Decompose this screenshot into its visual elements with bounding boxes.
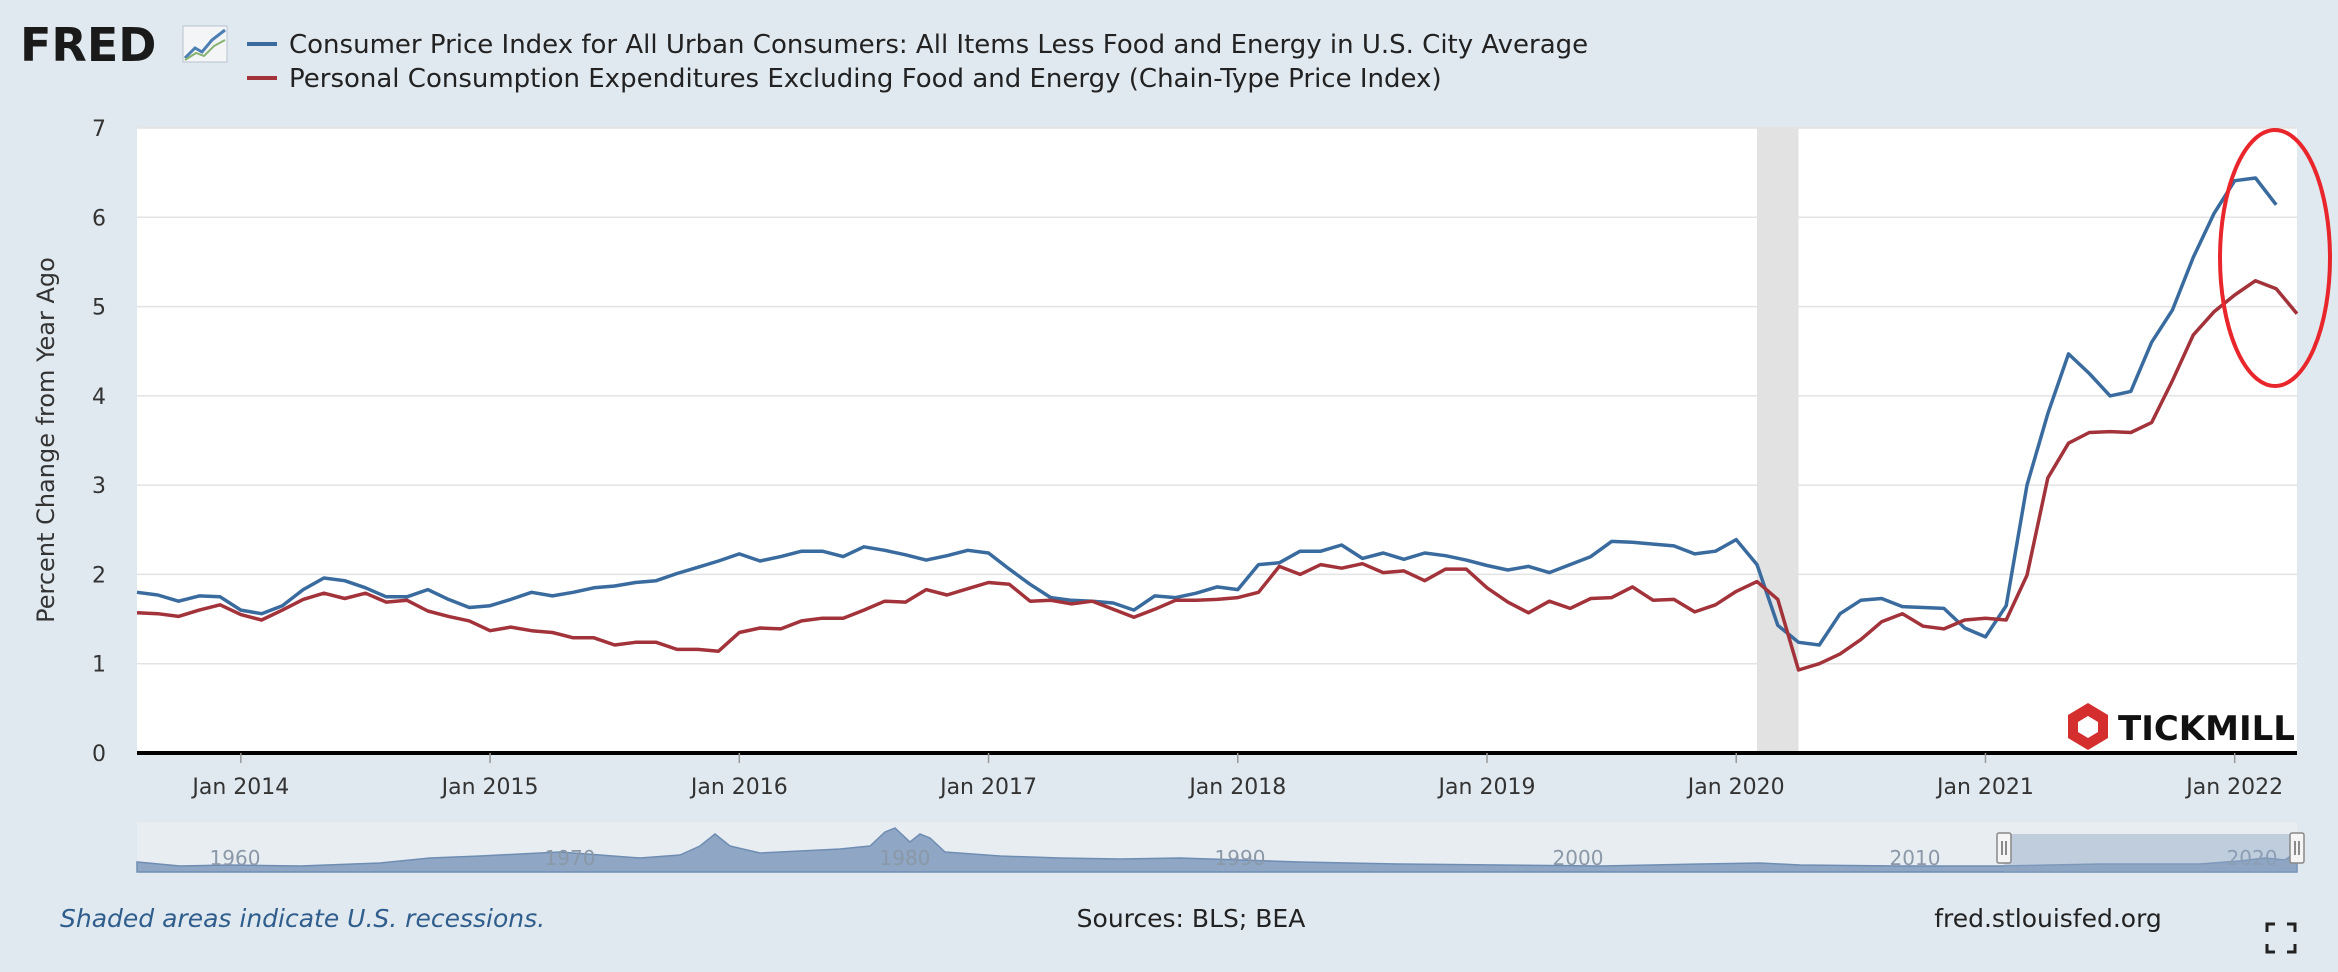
y-axis-ticks: 0 1 2 3 4 5 6 7	[92, 117, 106, 767]
recession-band	[1757, 128, 1799, 753]
x-tick-label: Jan 2019	[1437, 775, 1536, 800]
fred-logo[interactable]: FRED	[20, 18, 228, 72]
y-tick-label: 5	[92, 296, 106, 321]
x-tick-label: Jan 2020	[1686, 775, 1785, 800]
navigator-year-label: 1990	[1215, 846, 1266, 870]
navigator-area	[136, 827, 2298, 873]
legend-label-pce[interactable]: Personal Consumption Expenditures Exclud…	[289, 64, 1442, 94]
y-tick-label: 6	[92, 206, 106, 231]
navigator[interactable]: 1960 1970 1980 1990 2000 2010 2020	[136, 822, 2305, 873]
y-tick-label: 7	[92, 117, 106, 142]
navigator-handle-left[interactable]	[1996, 832, 2012, 864]
annotation-circle	[2218, 128, 2332, 388]
y-axis-label: Percent Change from Year Ago	[32, 257, 60, 623]
recession-band-layer	[1757, 128, 1799, 753]
y-tick-label: 2	[92, 563, 106, 588]
tickmill-logo: TICKMILL	[2068, 703, 2295, 750]
navigator-year-labels: 1960 1970 1980 1990 2000 2010 2020	[210, 846, 2278, 870]
recession-note: Shaded areas indicate U.S. recessions.	[60, 904, 545, 933]
gridlines	[137, 127, 2297, 665]
y-tick-label: 4	[92, 385, 106, 410]
y-tick-label: 0	[92, 742, 106, 767]
navigator-year-label: 2010	[1890, 846, 1941, 870]
site-link[interactable]: fred.stlouisfed.org	[1934, 904, 2162, 933]
series-layer[interactable]	[136, 176, 2299, 672]
x-tick-label: Jan 2021	[1935, 775, 2034, 800]
x-axis-ticks: Jan 2014 Jan 2015 Jan 2016 Jan 2017 Jan 2018…	[190, 753, 2283, 800]
navigator-selection[interactable]	[2004, 834, 2297, 872]
series-line-cpi[interactable]	[136, 176, 2278, 647]
x-tick-label: Jan 2022	[2184, 775, 2283, 800]
legend-label-cpi[interactable]: Consumer Price Index for All Urban Consu…	[289, 30, 1588, 60]
navigator-year-label: 1980	[880, 846, 931, 870]
x-tick-label: Jan 2015	[440, 775, 539, 800]
x-tick-label: Jan 2017	[938, 775, 1037, 800]
fred-logo-text: FRED	[20, 18, 156, 72]
series-line-pce[interactable]	[136, 278, 2299, 672]
fullscreen-icon[interactable]	[2265, 922, 2297, 954]
x-tick-label: Jan 2018	[1187, 775, 1286, 800]
fred-logo-graph-icon	[182, 25, 228, 63]
plot-area	[137, 128, 2297, 753]
x-tick-label: Jan 2016	[689, 775, 788, 800]
legend: Consumer Price Index for All Urban Consu…	[247, 30, 1588, 94]
navigator-year-label: 2020	[2227, 846, 2278, 870]
tickmill-text: TICKMILL	[2118, 709, 2295, 749]
navigator-year-label: 1970	[545, 846, 596, 870]
navigator-year-label: 2000	[1553, 846, 1604, 870]
y-tick-label: 1	[92, 653, 106, 678]
navigator-handle-right[interactable]	[2289, 832, 2305, 864]
x-tick-label: Jan 2014	[190, 775, 289, 800]
navigator-year-label: 1960	[210, 846, 261, 870]
sources-text: Sources: BLS; BEA	[1077, 904, 1306, 933]
y-tick-label: 3	[92, 474, 106, 499]
